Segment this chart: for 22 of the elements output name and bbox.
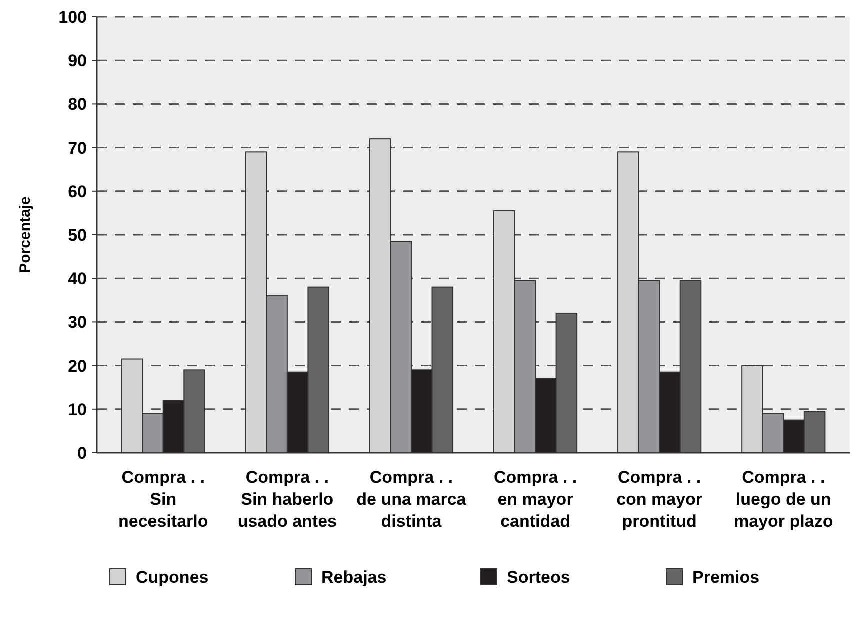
- y-tick-label: 90: [68, 52, 87, 71]
- x-tick-label: Compra . . con mayor prontitud: [616, 468, 703, 531]
- y-tick-label: 50: [68, 226, 87, 245]
- y-tick-label: 10: [68, 400, 87, 420]
- legend-label: Sorteos: [507, 568, 570, 587]
- legend-label: Premios: [692, 568, 760, 587]
- y-tick-label: 30: [68, 313, 87, 332]
- legend-label: Cupones: [136, 568, 209, 587]
- y-tick-label: 70: [68, 138, 87, 158]
- y-tick-label: 20: [68, 356, 87, 376]
- x-tick-label: Compra . . luego de un mayor plazo: [734, 468, 834, 531]
- x-tick-label: Compra . . en mayor cantidad: [494, 468, 578, 531]
- x-tick-label: Compra . . Sin haberlo usado antes: [238, 468, 338, 531]
- y-tick-label: 40: [68, 270, 87, 289]
- x-tick-label: Compra . . de una marca distinta: [356, 468, 467, 531]
- legend-label: Rebajas: [322, 568, 387, 587]
- y-tick-label: 0: [78, 444, 87, 463]
- y-axis-title: Porcentaje: [17, 196, 34, 274]
- y-tick-label: 80: [68, 95, 87, 114]
- y-tick-label: 100: [58, 8, 87, 27]
- x-tick-label: Compra . . Sin necesitarlo: [118, 468, 208, 531]
- y-tick-label: 60: [68, 182, 87, 202]
